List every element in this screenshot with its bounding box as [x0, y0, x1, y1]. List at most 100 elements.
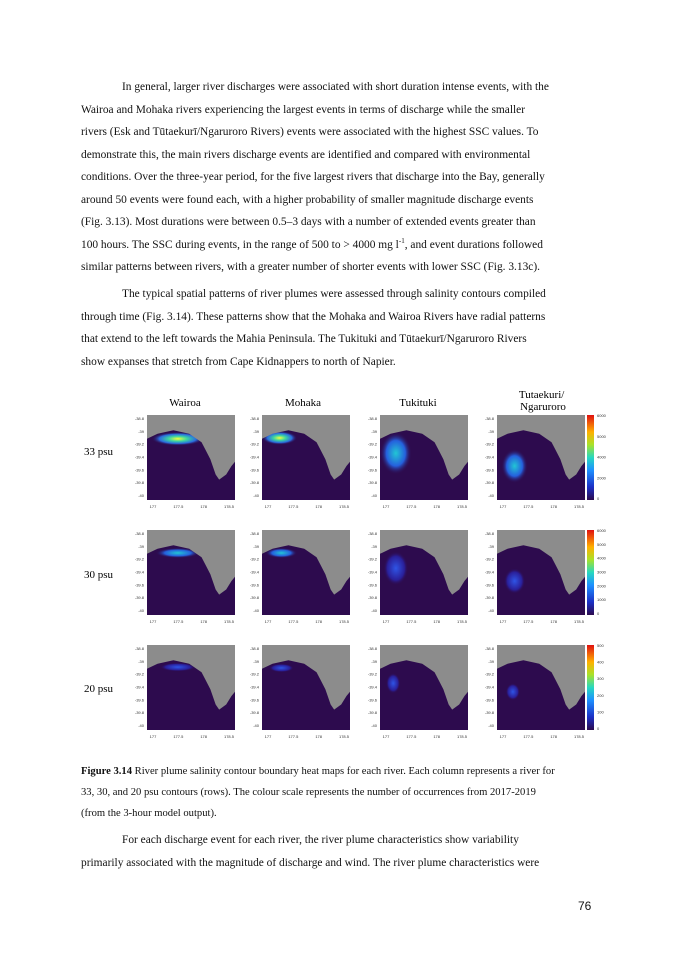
y-tick-label: -40 — [138, 723, 145, 728]
heatmap-panel: -38.8 -39 -39.2 -39.4 -39.6 -39.8 -40 177 177.5 1… — [250, 415, 350, 509]
colorbar: 500 400 300 200 100 0 — [587, 643, 604, 731]
land-mass — [262, 645, 350, 710]
y-tick-label: -39 — [138, 544, 145, 549]
y-tick-label: -39 — [488, 659, 495, 664]
x-tick-label: 178 — [315, 734, 322, 739]
y-tick-label: -40 — [253, 723, 260, 728]
y-tick-label: -40 — [488, 493, 495, 498]
y-tick-label: -39.8 — [250, 710, 260, 715]
x-tick-label: 178.5 — [339, 504, 350, 509]
colorbar-tick-label: 5000 — [597, 542, 607, 547]
y-tick-label: -39.2 — [135, 442, 145, 447]
plume-hotspot — [501, 449, 528, 483]
x-tick-label: 177.5 — [173, 504, 184, 509]
sea-area — [147, 530, 235, 615]
sea-area — [147, 415, 235, 500]
heatmap-panel: -38.8 -39 -39.2 -39.4 -39.6 -39.8 -40 177 177.5 1… — [368, 530, 468, 624]
heatmap-panel: -38.8 -39 -39.2 -39.4 -39.6 -39.8 -40 177 177.5 1… — [135, 415, 235, 509]
x-tick-label: 178 — [433, 619, 440, 624]
x-tick-label: 177.5 — [406, 734, 417, 739]
land-mass — [262, 530, 350, 595]
y-tick-label: -38.8 — [368, 416, 378, 421]
y-tick-label: -38.8 — [485, 416, 495, 421]
plume-hotspot — [151, 432, 205, 446]
y-tick-label: -39.8 — [485, 480, 495, 485]
y-tick-label: -40 — [488, 608, 495, 613]
y-tick-label: -39.2 — [250, 672, 260, 677]
land-mass — [147, 415, 235, 480]
x-tick-label: 178 — [550, 619, 557, 624]
x-tick-label: 177 — [383, 504, 390, 509]
y-tick-label: -39.4 — [250, 685, 260, 690]
x-tick-label: 177.5 — [173, 619, 184, 624]
x-tick-label: 177 — [150, 504, 157, 509]
y-tick-label: -39.4 — [135, 685, 145, 690]
colorbar-tick-label: 4000 — [597, 556, 607, 561]
y-tick-label: -38.8 — [135, 646, 145, 651]
x-tick-label: 177.5 — [288, 734, 299, 739]
x-tick-label: 177.5 — [288, 504, 299, 509]
land-mass — [262, 415, 350, 480]
text-line: that extend to the left towards the Mahi… — [81, 333, 527, 345]
y-tick-label: -39.6 — [368, 582, 378, 587]
y-tick-label: -39.2 — [368, 672, 378, 677]
y-tick-label: -39 — [138, 429, 145, 434]
colorbar-tick-label: 200 — [597, 693, 604, 698]
y-tick-label: -39.2 — [135, 557, 145, 562]
caption-text-3: (from the 3-hour model output). — [81, 808, 217, 819]
sea-area — [380, 415, 468, 500]
y-tick-label: -39.6 — [250, 467, 260, 472]
y-tick-label: -39 — [253, 429, 260, 434]
x-tick-label: 178 — [200, 619, 207, 624]
x-tick-label: 178 — [200, 734, 207, 739]
x-tick-label: 177.5 — [288, 619, 299, 624]
colorbar: 6000 5000 4000 3000 2000 1000 0 — [587, 528, 607, 616]
colorbar-tick-label: 0 — [597, 496, 600, 501]
caption-text-2: 33, 30, and 20 psu contours (rows). The … — [81, 787, 536, 798]
x-tick-label: 178.5 — [574, 504, 585, 509]
plume-hotspot — [505, 683, 520, 701]
colorbar-tick-label: 300 — [597, 676, 604, 681]
paragraph-spatial-patterns: The typical spatial patterns of river pl… — [81, 283, 593, 373]
text-line: rivers (Esk and Tūtaekurī/Ngaruroro Rive… — [81, 126, 539, 138]
y-tick-label: -39.4 — [135, 570, 145, 575]
land-mass — [497, 530, 585, 595]
text-line: around 50 events were found each, with a… — [81, 193, 534, 206]
sea-area — [497, 645, 585, 730]
colorbar-tick-label: 6000 — [597, 528, 607, 533]
colorbar-tick-label: 100 — [597, 709, 604, 714]
x-tick-label: 177 — [383, 734, 390, 739]
y-tick-label: -39.2 — [250, 557, 260, 562]
y-tick-label: -38.8 — [135, 531, 145, 536]
x-tick-label: 178 — [433, 734, 440, 739]
x-tick-label: 177.5 — [523, 619, 534, 624]
x-tick-label: 178.5 — [574, 619, 585, 624]
y-tick-label: -39 — [253, 544, 260, 549]
colorbar-gradient — [587, 415, 594, 500]
x-tick-label: 178.5 — [224, 619, 235, 624]
y-tick-label: -39.6 — [368, 467, 378, 472]
x-tick-label: 177.5 — [523, 504, 534, 509]
text-line: Wairoa and Mohaka rivers experiencing th… — [81, 103, 526, 116]
y-tick-label: -39.8 — [368, 710, 378, 715]
plume-hotspot — [262, 431, 298, 445]
y-tick-label: -39.8 — [485, 710, 495, 715]
y-tick-label: -40 — [138, 608, 145, 613]
colorbar-tick-label: 4000 — [597, 455, 607, 460]
x-tick-label: 178.5 — [339, 734, 350, 739]
text-line: demonstrate this, the main rivers discha… — [81, 148, 531, 161]
x-tick-label: 178 — [200, 504, 207, 509]
x-tick-label: 177.5 — [406, 619, 417, 624]
x-tick-label: 178 — [315, 504, 322, 509]
heatmap-panel: -38.8 -39 -39.2 -39.4 -39.6 -39.8 -40 177 177.5 1… — [368, 415, 468, 509]
colorbar-tick-label: 0 — [597, 726, 600, 731]
x-tick-label: 177 — [150, 619, 157, 624]
y-tick-label: -39.8 — [135, 595, 145, 600]
heatmap-panel: -38.8 -39 -39.2 -39.4 -39.6 -39.8 -40 177 177.5 1… — [135, 645, 235, 739]
colorbar-tick-label: 1000 — [597, 597, 607, 602]
heatmap-panel: -38.8 -39 -39.2 -39.4 -39.6 -39.8 -40 177 177.5 1… — [250, 530, 350, 624]
y-tick-label: -40 — [371, 493, 378, 498]
sea-area — [262, 645, 350, 730]
y-tick-label: -39.4 — [368, 570, 378, 575]
colorbar-tick-label: 5000 — [597, 434, 607, 439]
